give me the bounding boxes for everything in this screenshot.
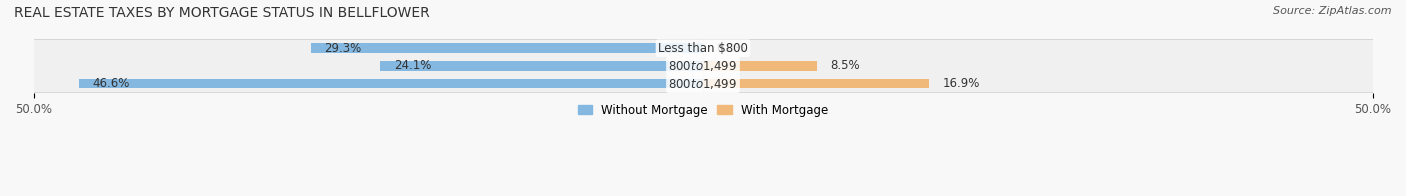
Bar	[34, 39, 1372, 57]
Text: $800 to $1,499: $800 to $1,499	[668, 59, 738, 73]
Text: 24.1%: 24.1%	[394, 59, 432, 73]
Text: 16.9%: 16.9%	[942, 77, 980, 90]
Text: 8.5%: 8.5%	[830, 59, 860, 73]
Legend: Without Mortgage, With Mortgage: Without Mortgage, With Mortgage	[574, 99, 832, 121]
Text: 29.3%: 29.3%	[323, 42, 361, 55]
Bar	[703, 61, 817, 71]
Text: 46.6%: 46.6%	[93, 77, 129, 90]
Text: Source: ZipAtlas.com: Source: ZipAtlas.com	[1274, 6, 1392, 16]
Bar	[34, 75, 1372, 93]
Bar	[703, 79, 929, 88]
Bar	[34, 57, 1372, 75]
Text: REAL ESTATE TAXES BY MORTGAGE STATUS IN BELLFLOWER: REAL ESTATE TAXES BY MORTGAGE STATUS IN …	[14, 6, 430, 20]
Text: Less than $800: Less than $800	[658, 42, 748, 55]
Text: $800 to $1,499: $800 to $1,499	[668, 77, 738, 91]
Text: 0.0%: 0.0%	[717, 42, 747, 55]
Bar	[380, 61, 703, 71]
Bar	[79, 79, 703, 88]
Bar	[311, 43, 703, 53]
